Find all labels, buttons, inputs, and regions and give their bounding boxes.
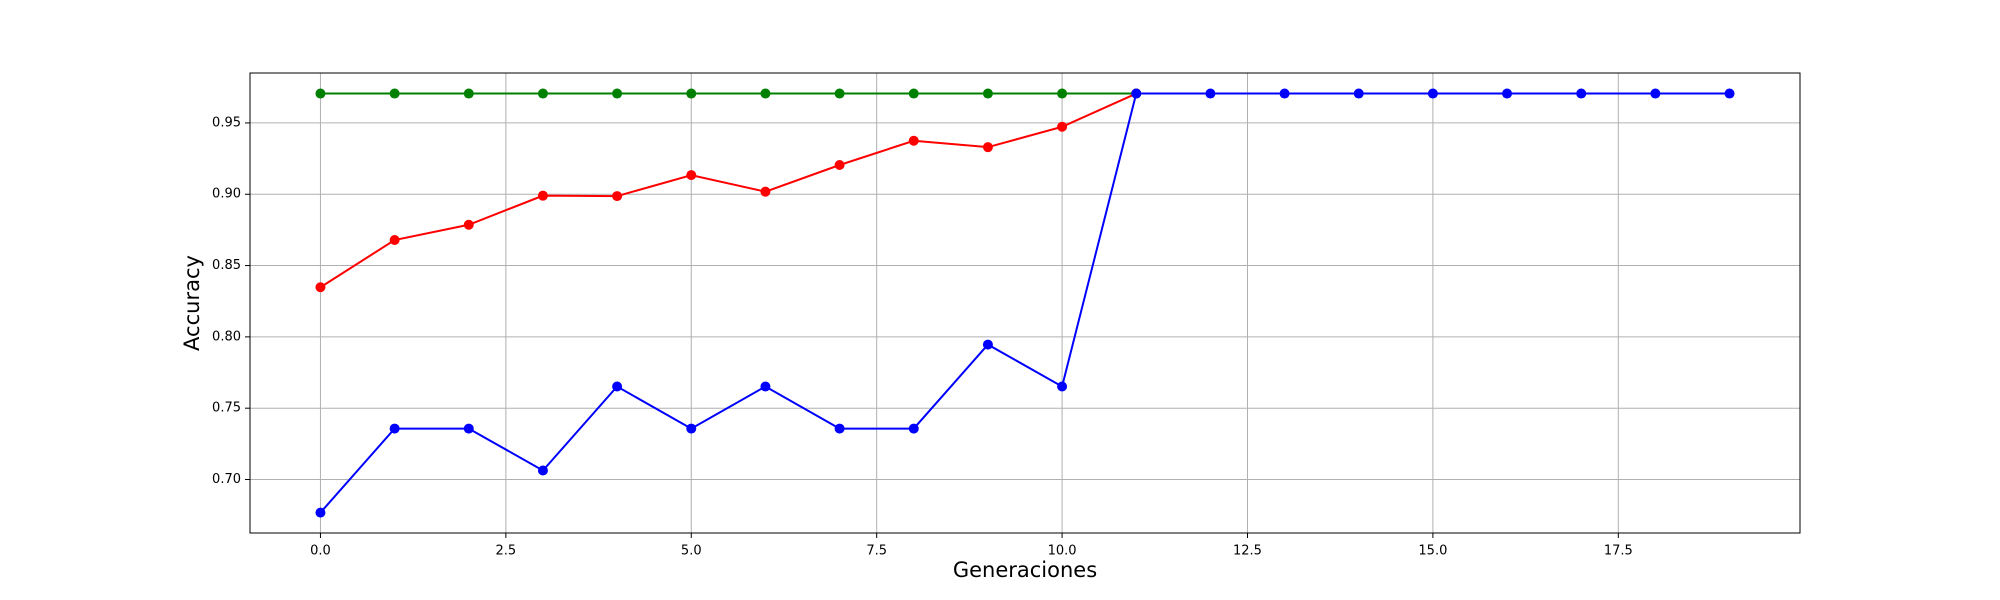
data-point — [1057, 88, 1068, 99]
x-tick-label: 10.0 — [1048, 544, 1077, 559]
x-tick-label: 17.5 — [1604, 544, 1633, 559]
series-line — [319, 92, 1730, 514]
data-point — [982, 339, 993, 350]
data-point — [315, 282, 326, 293]
data-point — [463, 219, 474, 230]
data-point — [1131, 88, 1142, 99]
data-point — [1205, 88, 1216, 99]
plot-frame — [249, 72, 1801, 534]
x-axis-label: Generaciones — [953, 558, 1097, 582]
data-point — [1427, 88, 1438, 99]
data-point — [463, 423, 474, 434]
data-point — [1057, 381, 1068, 392]
data-point — [537, 88, 548, 99]
x-tick-label: 0.0 — [310, 544, 331, 559]
data-point — [612, 191, 623, 202]
y-tick-label: 0.85 — [212, 258, 241, 273]
y-tick-label: 0.90 — [212, 187, 241, 202]
series-line — [319, 92, 1137, 289]
data-point — [389, 235, 400, 246]
data-point — [1279, 88, 1290, 99]
data-point — [686, 423, 697, 434]
data-point — [834, 423, 845, 434]
x-tick-label: 2.5 — [496, 544, 517, 559]
data-point — [315, 88, 326, 99]
data-point — [537, 190, 548, 201]
x-tick-label: 12.5 — [1233, 544, 1262, 559]
data-point — [1650, 88, 1661, 99]
data-point — [908, 88, 919, 99]
data-point — [834, 88, 845, 99]
data-point — [1576, 88, 1587, 99]
y-tick-label: 0.70 — [212, 472, 241, 487]
y-tick-label: 0.75 — [212, 401, 241, 416]
x-tick-label: 5.0 — [681, 544, 702, 559]
data-point — [1057, 121, 1068, 132]
y-tick-label: 0.95 — [212, 115, 241, 130]
data-point — [1502, 88, 1513, 99]
data-point — [686, 170, 697, 181]
data-point — [908, 135, 919, 146]
data-point — [982, 88, 993, 99]
data-point — [1724, 88, 1735, 99]
y-tick-label: 0.80 — [212, 329, 241, 344]
data-point — [834, 160, 845, 170]
data-point — [612, 381, 623, 392]
data-point — [760, 381, 771, 392]
x-tick-label: 7.5 — [866, 544, 887, 559]
data-point — [760, 186, 771, 197]
data-point — [908, 423, 919, 434]
data-point — [389, 423, 400, 434]
y-axis-label: Accuracy — [180, 255, 204, 351]
data-point — [612, 88, 623, 99]
data-point — [686, 88, 697, 99]
data-point — [1353, 88, 1364, 99]
data-point — [760, 88, 771, 99]
data-point — [463, 88, 474, 99]
data-point — [537, 465, 548, 476]
data-point — [389, 88, 400, 99]
data-point — [982, 142, 993, 153]
x-tick-label: 15.0 — [1418, 544, 1447, 559]
data-point — [315, 507, 326, 518]
